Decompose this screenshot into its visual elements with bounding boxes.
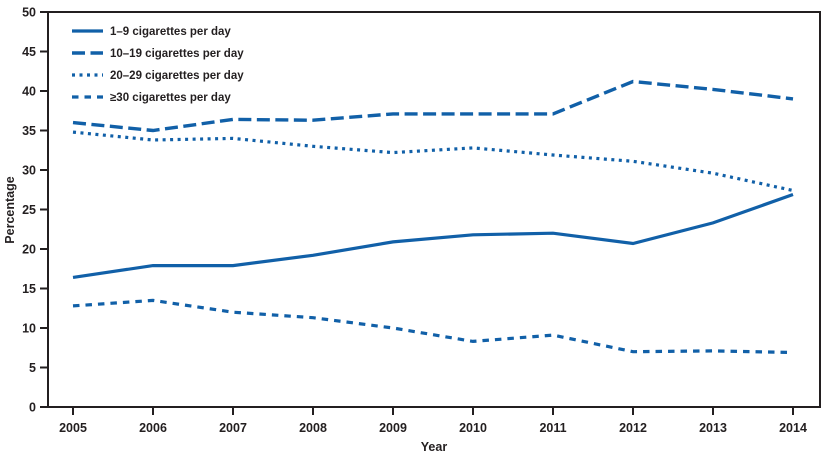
- x-axis-title: Year: [421, 440, 448, 454]
- series-line-solid: [72, 192, 794, 279]
- x-tick-label: 2013: [699, 421, 727, 435]
- y-tick-label: 30: [22, 164, 36, 178]
- series-line-long-dash: [72, 79, 794, 133]
- y-tick-label: 5: [29, 361, 36, 375]
- legend: 1–9 cigarettes per day 10–19 cigarettes p…: [72, 26, 244, 104]
- series-lines: [72, 79, 794, 355]
- y-tick-label: 10: [22, 322, 36, 336]
- x-tick-label: 2008: [299, 421, 327, 435]
- x-tick-label: 2010: [459, 421, 487, 435]
- x-tick-label: 2014: [779, 421, 807, 435]
- legend-label: 10–19 cigarettes per day: [110, 48, 244, 60]
- y-tick-label: 35: [22, 124, 36, 138]
- y-tick-label: 25: [22, 203, 36, 217]
- x-tick-label: 2006: [139, 421, 167, 435]
- legend-label: 1–9 cigarettes per day: [110, 26, 231, 38]
- x-tick-label: 2007: [219, 421, 247, 435]
- legend-label: 20–29 cigarettes per day: [110, 70, 244, 82]
- y-tick-label: 15: [22, 282, 36, 296]
- series-line-dash: [72, 298, 794, 355]
- legend-label: ≥30 cigarettes per day: [110, 92, 231, 104]
- y-tick-label: 0: [29, 401, 36, 415]
- x-tick-label: 2011: [539, 421, 566, 435]
- x-tick-label: 2009: [379, 421, 407, 435]
- y-tick-label: 40: [22, 85, 36, 99]
- x-tick-label: 2012: [619, 421, 647, 435]
- y-tick-label: 45: [22, 45, 36, 59]
- series-line-dot: [72, 130, 794, 193]
- axes: 0 5 10 15 20 25 30 35 40 45 50 2005 2006 2007 2008 2009…: [22, 6, 807, 436]
- y-axis-title: Percentage: [3, 176, 17, 243]
- y-tick-label: 50: [22, 6, 36, 20]
- x-tick-label: 2005: [59, 421, 87, 435]
- y-tick-label: 20: [22, 243, 36, 257]
